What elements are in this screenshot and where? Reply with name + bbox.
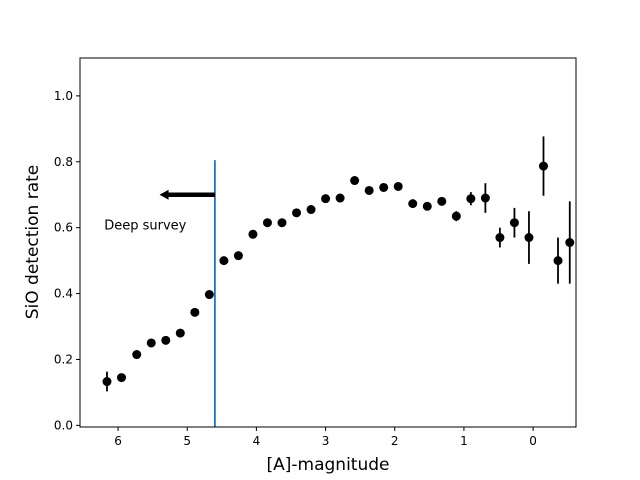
data-point (350, 176, 360, 186)
y-tick-label: 0.4 (54, 287, 73, 301)
data-point (204, 290, 214, 300)
data-point (161, 335, 171, 345)
x-axis-label: [A]-magnitude (267, 455, 390, 475)
data-point (509, 218, 519, 228)
data-point (248, 229, 258, 239)
data-point (132, 350, 142, 360)
deep-survey-annotation: Deep survey (104, 218, 186, 233)
y-tick-label: 0.6 (54, 221, 73, 235)
plot-area (102, 136, 575, 427)
y-tick-label: 0.0 (54, 418, 73, 432)
data-point (277, 218, 287, 228)
data-point (422, 201, 432, 211)
data-point (219, 256, 229, 266)
data-point (451, 211, 461, 221)
y-tick-label: 0.2 (54, 352, 73, 366)
data-point (306, 205, 316, 215)
data-point (335, 193, 345, 203)
data-point (553, 256, 563, 266)
data-point (364, 185, 374, 195)
data-point (190, 307, 200, 317)
data-point (233, 251, 243, 261)
x-tick-label: 2 (391, 434, 399, 448)
data-point (565, 238, 575, 247)
x-tick-label: 0 (529, 434, 537, 448)
data-point (393, 181, 403, 191)
data-point (408, 199, 418, 209)
x-tick-label: 5 (183, 434, 191, 448)
x-tick-label: 4 (253, 434, 261, 448)
data-point (292, 208, 302, 218)
data-point (480, 193, 490, 203)
axes-frame (79, 57, 577, 428)
data-point (437, 196, 447, 206)
data-point (175, 328, 185, 338)
data-point (146, 338, 156, 348)
data-point (321, 194, 331, 204)
data-point (466, 194, 476, 204)
data-point (495, 233, 505, 243)
data-point (524, 233, 534, 243)
x-tick-label: 1 (460, 434, 468, 448)
arrow-head (159, 189, 169, 200)
y-tick-label: 0.8 (54, 155, 73, 169)
x-tick-label: 3 (322, 434, 330, 448)
data-point (538, 161, 548, 171)
y-axis-label: SiO detection rate (23, 165, 43, 320)
y-tick-label: 1.0 (54, 89, 73, 103)
data-point (102, 377, 112, 387)
data-point (262, 218, 272, 228)
data-point (117, 373, 127, 383)
x-tick-label: 6 (114, 434, 122, 448)
data-point (379, 182, 389, 192)
x-axis: 6 5 4 3 2 1 0 (114, 427, 537, 448)
y-axis: 0.0 0.2 0.4 0.6 0.8 1.0 (54, 89, 80, 432)
